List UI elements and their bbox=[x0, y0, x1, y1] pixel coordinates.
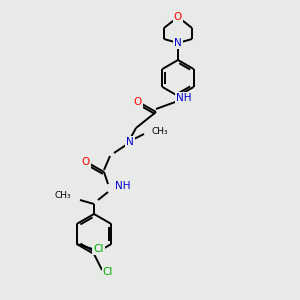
Text: Cl: Cl bbox=[103, 267, 113, 277]
Text: NH: NH bbox=[115, 181, 130, 191]
Text: NH: NH bbox=[176, 93, 192, 103]
Text: O: O bbox=[82, 157, 90, 167]
Text: N: N bbox=[174, 38, 182, 48]
Text: Cl: Cl bbox=[94, 244, 104, 254]
Text: N: N bbox=[126, 137, 134, 147]
Text: CH₃: CH₃ bbox=[152, 128, 169, 136]
Text: CH₃: CH₃ bbox=[54, 191, 71, 200]
Text: O: O bbox=[174, 12, 182, 22]
Text: O: O bbox=[134, 97, 142, 107]
